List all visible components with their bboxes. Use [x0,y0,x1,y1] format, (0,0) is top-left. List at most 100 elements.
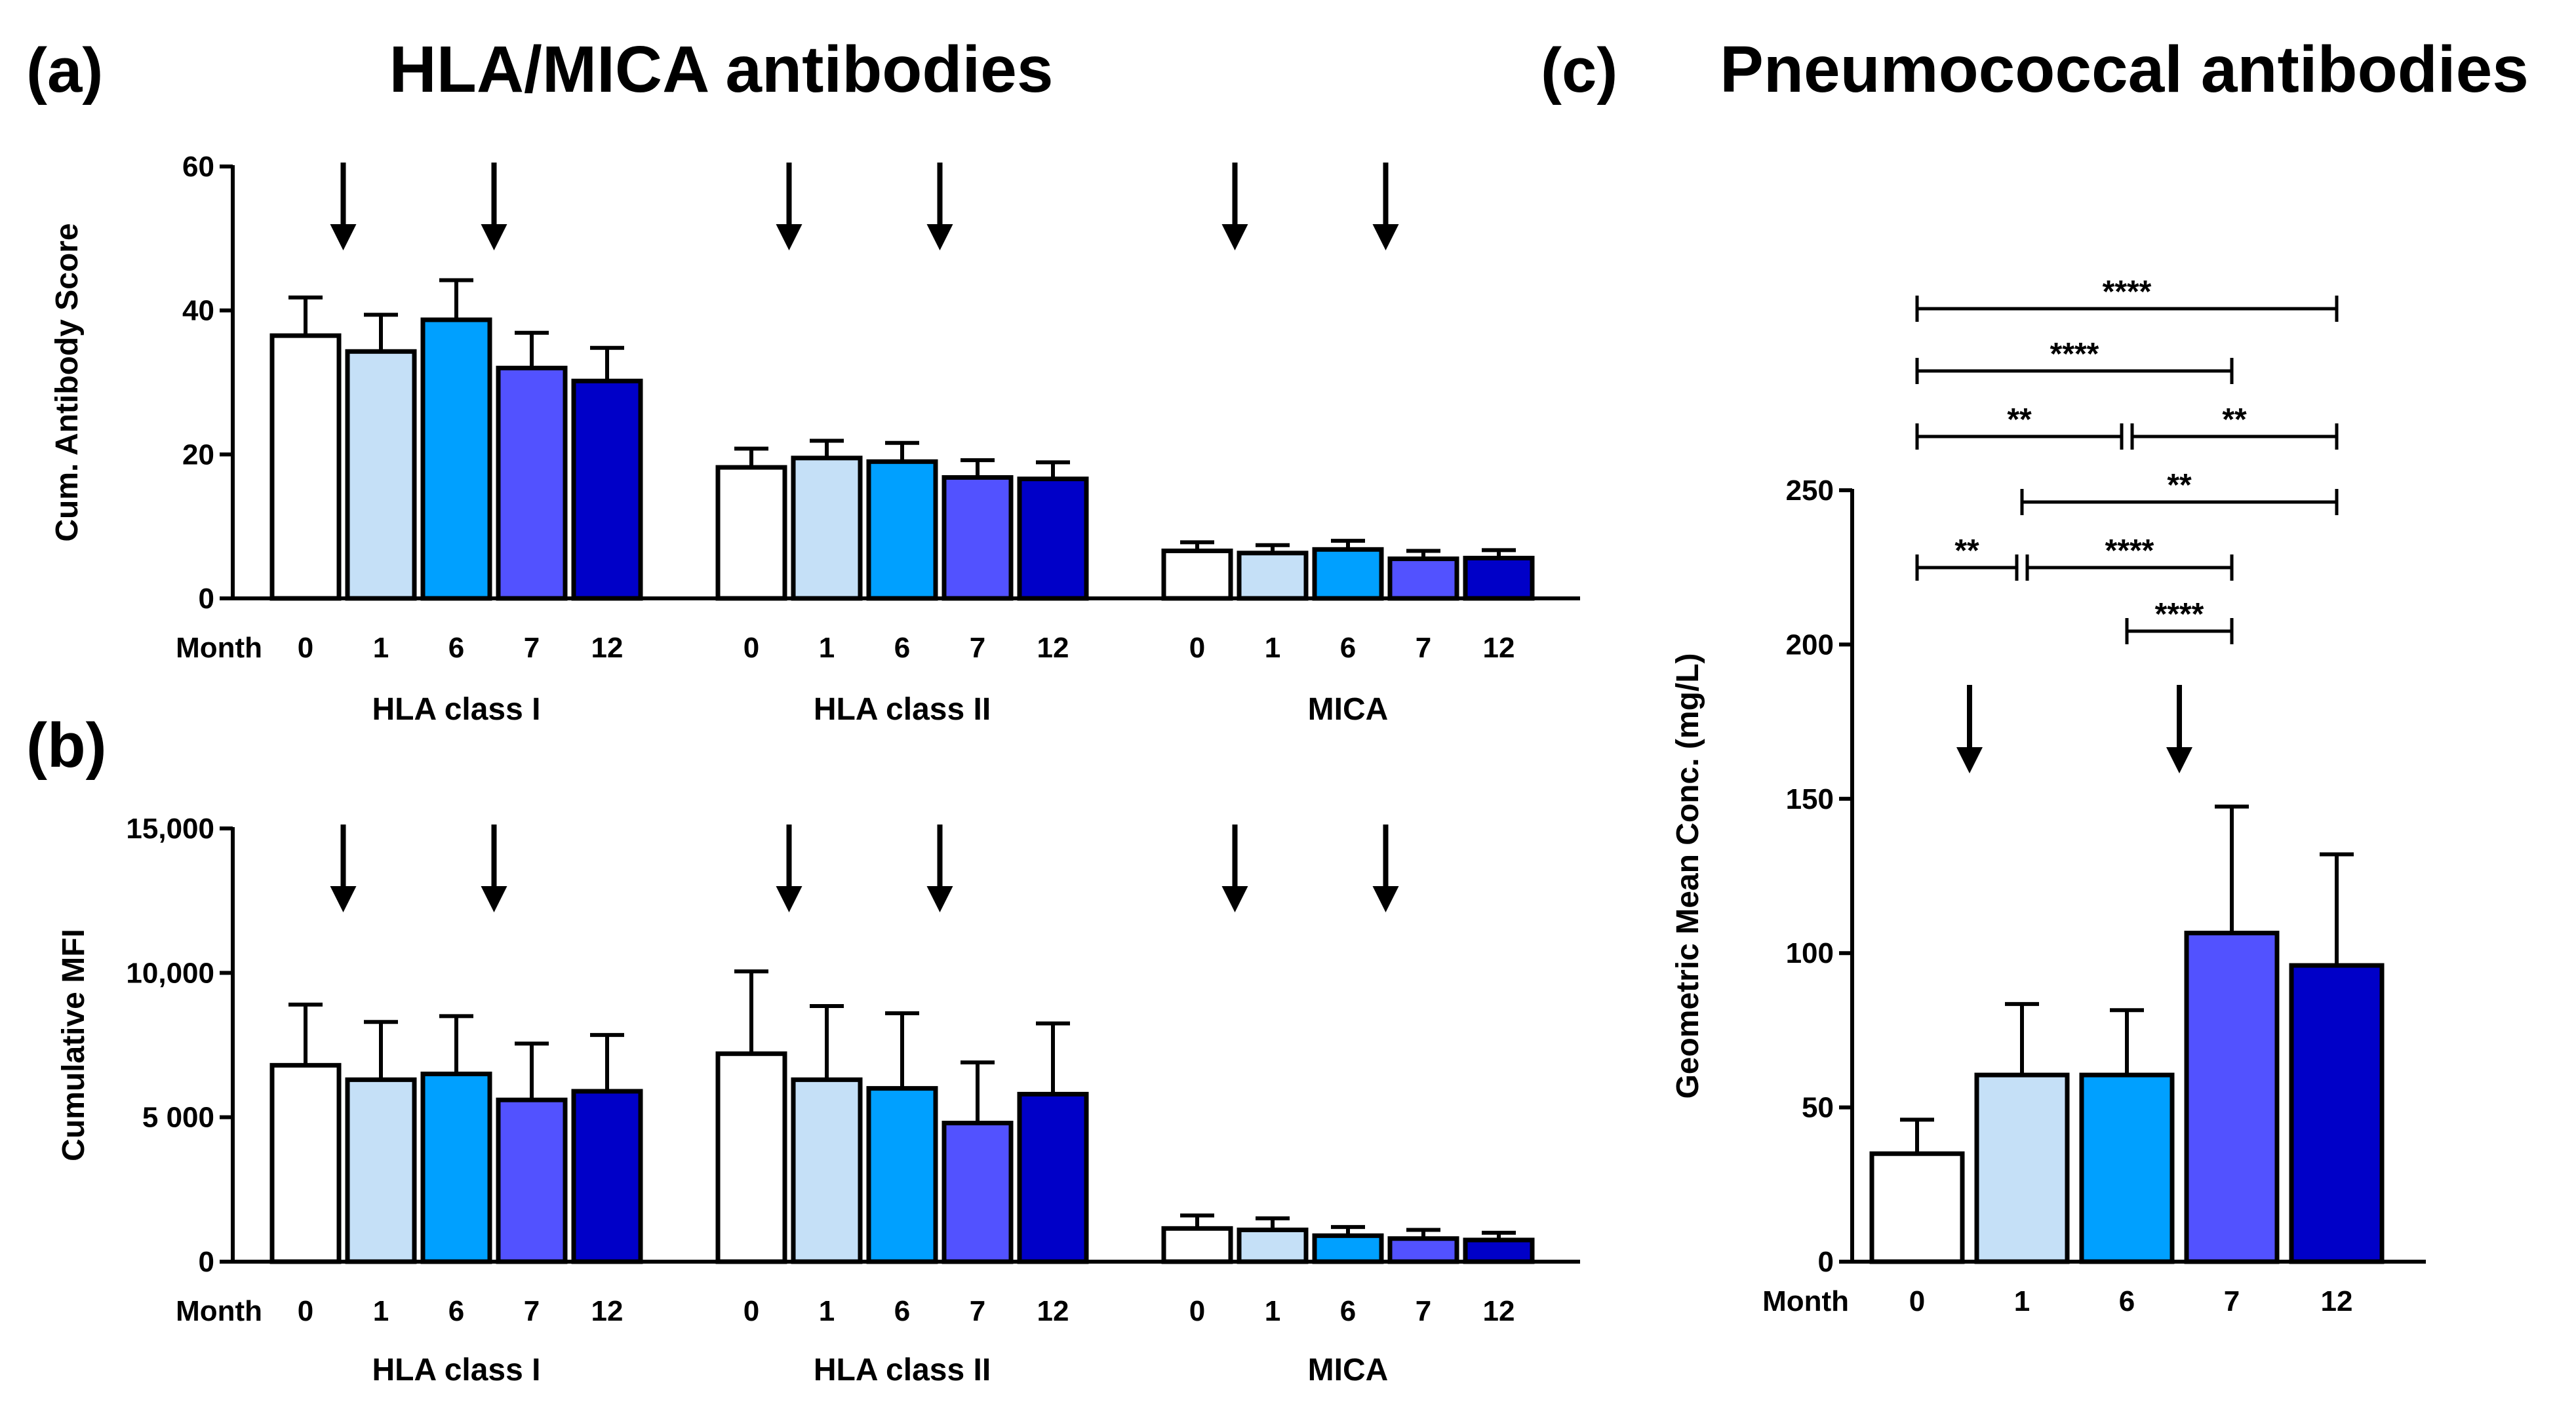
x-tick-label: 6 [2119,1285,2135,1317]
bar [791,1077,863,1264]
bar [715,1051,787,1264]
y-tick-label: 0 [199,1246,214,1278]
x-tick-label: 1 [819,632,835,664]
x-tick-label: 1 [819,1295,835,1327]
injection-arrow-head [776,886,803,912]
x-tick-label: 6 [894,1295,910,1327]
y-tick-label: 5 000 [142,1102,214,1134]
x-tick-label: 12 [2321,1285,2353,1317]
x-tick-label: 7 [524,1295,540,1327]
significance-bracket: ** [1915,402,2124,450]
significance-bracket: **** [2025,534,2234,581]
bar [866,1086,938,1264]
y-tick-label: 0 [1818,1246,1834,1278]
bar-group: 0 1 6 7 12 HLA class II [715,825,1089,1388]
significance-label: **** [2105,534,2154,568]
injection-arrow [1956,685,1983,773]
bar-group: 0 1 6 7 12 HLA class I [269,163,643,727]
month-prefix: Month [176,1295,262,1327]
x-tick-label: 6 [1340,1295,1356,1327]
bar [1017,476,1089,601]
bar [571,1089,643,1264]
x-tick-label: 12 [1037,1295,1069,1327]
injection-arrow [926,163,953,250]
x-tick-label: 7 [2224,1285,2240,1317]
injection-arrow [776,163,803,250]
y-tick-label: 40 [182,295,214,327]
x-tick-label: 7 [970,1295,985,1327]
injection-arrow-head [1221,224,1248,250]
injection-arrow-head [1372,224,1399,250]
x-tick-label: 12 [1483,1295,1515,1327]
injection-arrow-head [1221,886,1248,912]
y-tick-label: 15,000 [126,813,214,845]
x-tick-label: 0 [1909,1285,1925,1317]
injection-arrow [926,825,953,912]
x-tick-label: 1 [373,632,389,664]
x-tick-label: 1 [1265,632,1280,664]
x-tick-label: 6 [894,632,910,664]
bar [1869,1151,1965,1264]
injection-arrow-head [330,224,357,250]
injection-arrow-head [330,886,357,912]
bar [1237,551,1309,601]
injection-arrow [330,163,357,250]
x-tick-label: 0 [298,632,313,664]
x-tick-label: 7 [1416,632,1431,664]
x-tick-label: 12 [591,1295,624,1327]
injection-arrow-head [926,224,953,250]
group-label: HLA class I [372,1353,541,1388]
significance-label: ** [2167,468,2192,503]
group-label: HLA class I [372,692,541,727]
bar [1463,1237,1535,1264]
month-prefix: Month [176,632,262,664]
group-label: HLA class II [814,692,991,727]
bar [345,1077,417,1264]
bar [1312,547,1384,601]
group-label: MICA [1308,1353,1389,1388]
bar-group: 0 1 6 7 12 HLA class I [269,825,643,1388]
injection-arrow-head [1956,747,1983,773]
bar [496,366,568,601]
y-tick-label: 20 [182,438,214,471]
x-tick-label: 0 [743,632,759,664]
y-axis-label: Cumulative MFI [56,929,91,1161]
significance-bracket: **** [1915,337,2234,384]
y-tick-label: 50 [1802,1092,1834,1124]
group-label: HLA class II [814,1353,991,1388]
x-tick-label: 12 [591,632,624,664]
bar-group: 0 1 6 7 12 MICA [1161,825,1535,1388]
bar [1463,555,1535,601]
title-left: HLA/MICA antibodies [389,33,1054,106]
bar-group: 0 1 6 7 12 MICA [1161,163,1535,727]
significance-bracket: **** [2125,597,2234,644]
injection-arrow [776,825,803,912]
injection-arrow-head [1372,886,1399,912]
significance-label: ** [1954,534,1979,568]
y-tick-label: 200 [1786,629,1834,661]
bar [1387,1236,1459,1264]
x-tick-label: 1 [2014,1285,2030,1317]
significance-label: ** [2222,402,2247,437]
x-tick-label: 1 [373,1295,389,1327]
significance-bracket: ** [2020,468,2339,515]
bar [941,1120,1014,1264]
group-label: MICA [1308,692,1389,727]
significance-label: **** [2050,337,2099,372]
bar [941,475,1014,601]
bar [791,456,863,601]
injection-arrow [1221,163,1248,250]
injection-arrow [1372,163,1399,250]
chart-c: 0 50 100 150 200 250 Geometric Mean Conc. (mg/… [1671,275,2426,1317]
injection-arrow-head [2166,747,2192,773]
x-tick-label: 12 [1483,632,1515,664]
x-tick-label: 12 [1037,632,1069,664]
injection-arrow [481,825,507,912]
x-tick-label: 0 [298,1295,313,1327]
injection-arrow-head [926,886,953,912]
x-tick-label: 0 [743,1295,759,1327]
x-tick-label: 7 [524,632,540,664]
y-tick-label: 60 [182,151,214,183]
injection-arrow [1221,825,1248,912]
